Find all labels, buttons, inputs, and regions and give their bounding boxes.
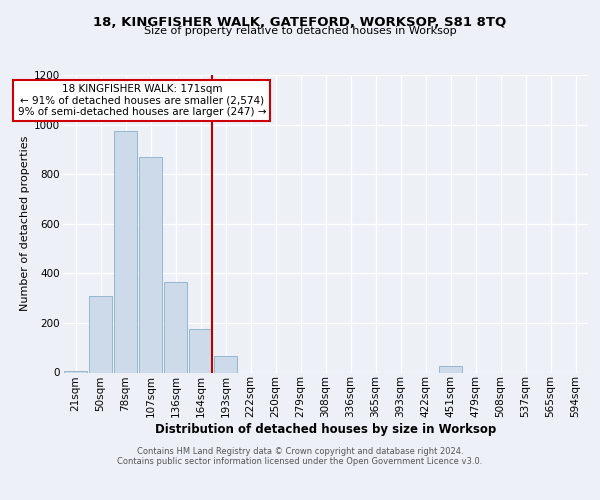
Bar <box>439 366 462 372</box>
Text: Contains public sector information licensed under the Open Government Licence v3: Contains public sector information licen… <box>118 458 482 466</box>
Y-axis label: Number of detached properties: Number of detached properties <box>20 136 30 312</box>
Bar <box>214 356 237 372</box>
X-axis label: Distribution of detached houses by size in Worksop: Distribution of detached houses by size … <box>155 423 496 436</box>
Text: 18, KINGFISHER WALK, GATEFORD, WORKSOP, S81 8TQ: 18, KINGFISHER WALK, GATEFORD, WORKSOP, … <box>94 16 506 29</box>
Bar <box>89 296 112 372</box>
Text: 18 KINGFISHER WALK: 171sqm
← 91% of detached houses are smaller (2,574)
9% of se: 18 KINGFISHER WALK: 171sqm ← 91% of deta… <box>17 84 266 117</box>
Text: Contains HM Land Registry data © Crown copyright and database right 2024.: Contains HM Land Registry data © Crown c… <box>137 448 463 456</box>
Text: Size of property relative to detached houses in Worksop: Size of property relative to detached ho… <box>143 26 457 36</box>
Bar <box>114 131 137 372</box>
Bar <box>189 329 212 372</box>
Bar <box>139 157 162 372</box>
Bar <box>164 282 187 372</box>
